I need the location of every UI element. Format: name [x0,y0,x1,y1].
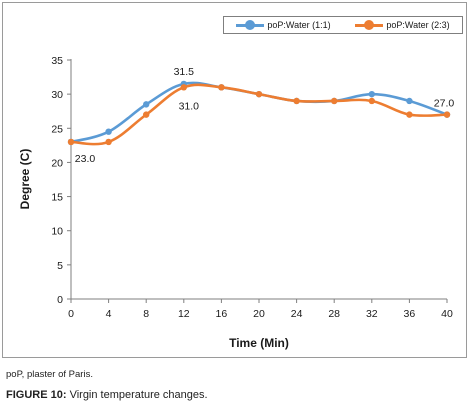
x-tick-label: 8 [143,308,149,320]
legend-label-series-2: poP:Water (2:3) [386,20,450,30]
series-point-1 [368,90,375,98]
series-layer [67,80,451,146]
series-point-2 [180,84,187,91]
x-tick-label: 40 [441,308,453,320]
series-point-2 [331,97,338,105]
legend-item-series-1: poP:Water (1:1) [236,20,331,30]
labels-layer: 31.5 31.0 23.0 27.0 [75,66,455,165]
legend-swatch-series-2 [355,20,384,30]
data-label: 31.5 [174,66,195,78]
y-tick-label: 20 [51,157,63,169]
y-tick-label: 15 [51,192,63,204]
series-point-2 [67,138,75,146]
x-tick-label: 32 [366,308,378,320]
series-point-2 [293,97,300,105]
data-label: 23.0 [75,153,96,165]
series-point-2 [218,84,225,91]
series-point-1 [105,128,112,135]
figure-frame: 0 5 10 15 20 25 30 35 0 4 8 12 16 20 24 28 32 36 40 31.5 31… [2,2,467,358]
series-point-2 [443,111,451,118]
series-point-2 [368,97,375,105]
y-tick-label: 10 [51,226,63,238]
x-tick-label: 4 [106,308,112,320]
x-tick-label: 24 [291,308,303,320]
y-tick-label: 30 [51,89,63,101]
x-axis-title: Time (Min) [229,336,289,350]
legend: poP:Water (1:1) poP:Water (2:3) [223,16,463,34]
axes: 0 5 10 15 20 25 30 35 0 4 8 12 16 20 24 28 32 36 40 [51,55,453,320]
figure-caption: FIGURE 10: Virgin temperature changes. [6,389,208,401]
footnote: poP, plaster of Paris. [6,369,93,380]
y-tick-label: 35 [51,55,63,67]
x-tick-label: 28 [328,308,340,320]
x-tick-label: 16 [216,308,228,320]
y-axis-title: Degree (C) [18,149,32,210]
x-tick-label: 20 [253,308,265,320]
series-point-1 [406,97,413,105]
legend-item-series-2: poP:Water (2:3) [355,20,450,30]
series-point-1 [143,101,150,108]
x-tick-label: 0 [68,308,74,320]
series-point-2 [406,111,413,118]
series-point-2 [105,138,112,146]
series-point-2 [255,90,263,98]
x-tick-label: 36 [404,308,416,320]
y-tick-label: 5 [57,260,63,272]
y-tick-label: 25 [51,123,63,135]
data-label: 27.0 [434,98,455,110]
legend-label-series-1: poP:Water (1:1) [267,20,331,30]
caption-text: Virgin temperature changes. [66,389,208,401]
data-label: 31.0 [179,100,200,112]
x-tick-label: 12 [178,308,190,320]
y-tick-label: 0 [57,294,63,306]
caption-label: FIGURE 10: [6,389,67,401]
series-point-2 [143,111,150,118]
legend-swatch-series-1 [236,20,265,30]
